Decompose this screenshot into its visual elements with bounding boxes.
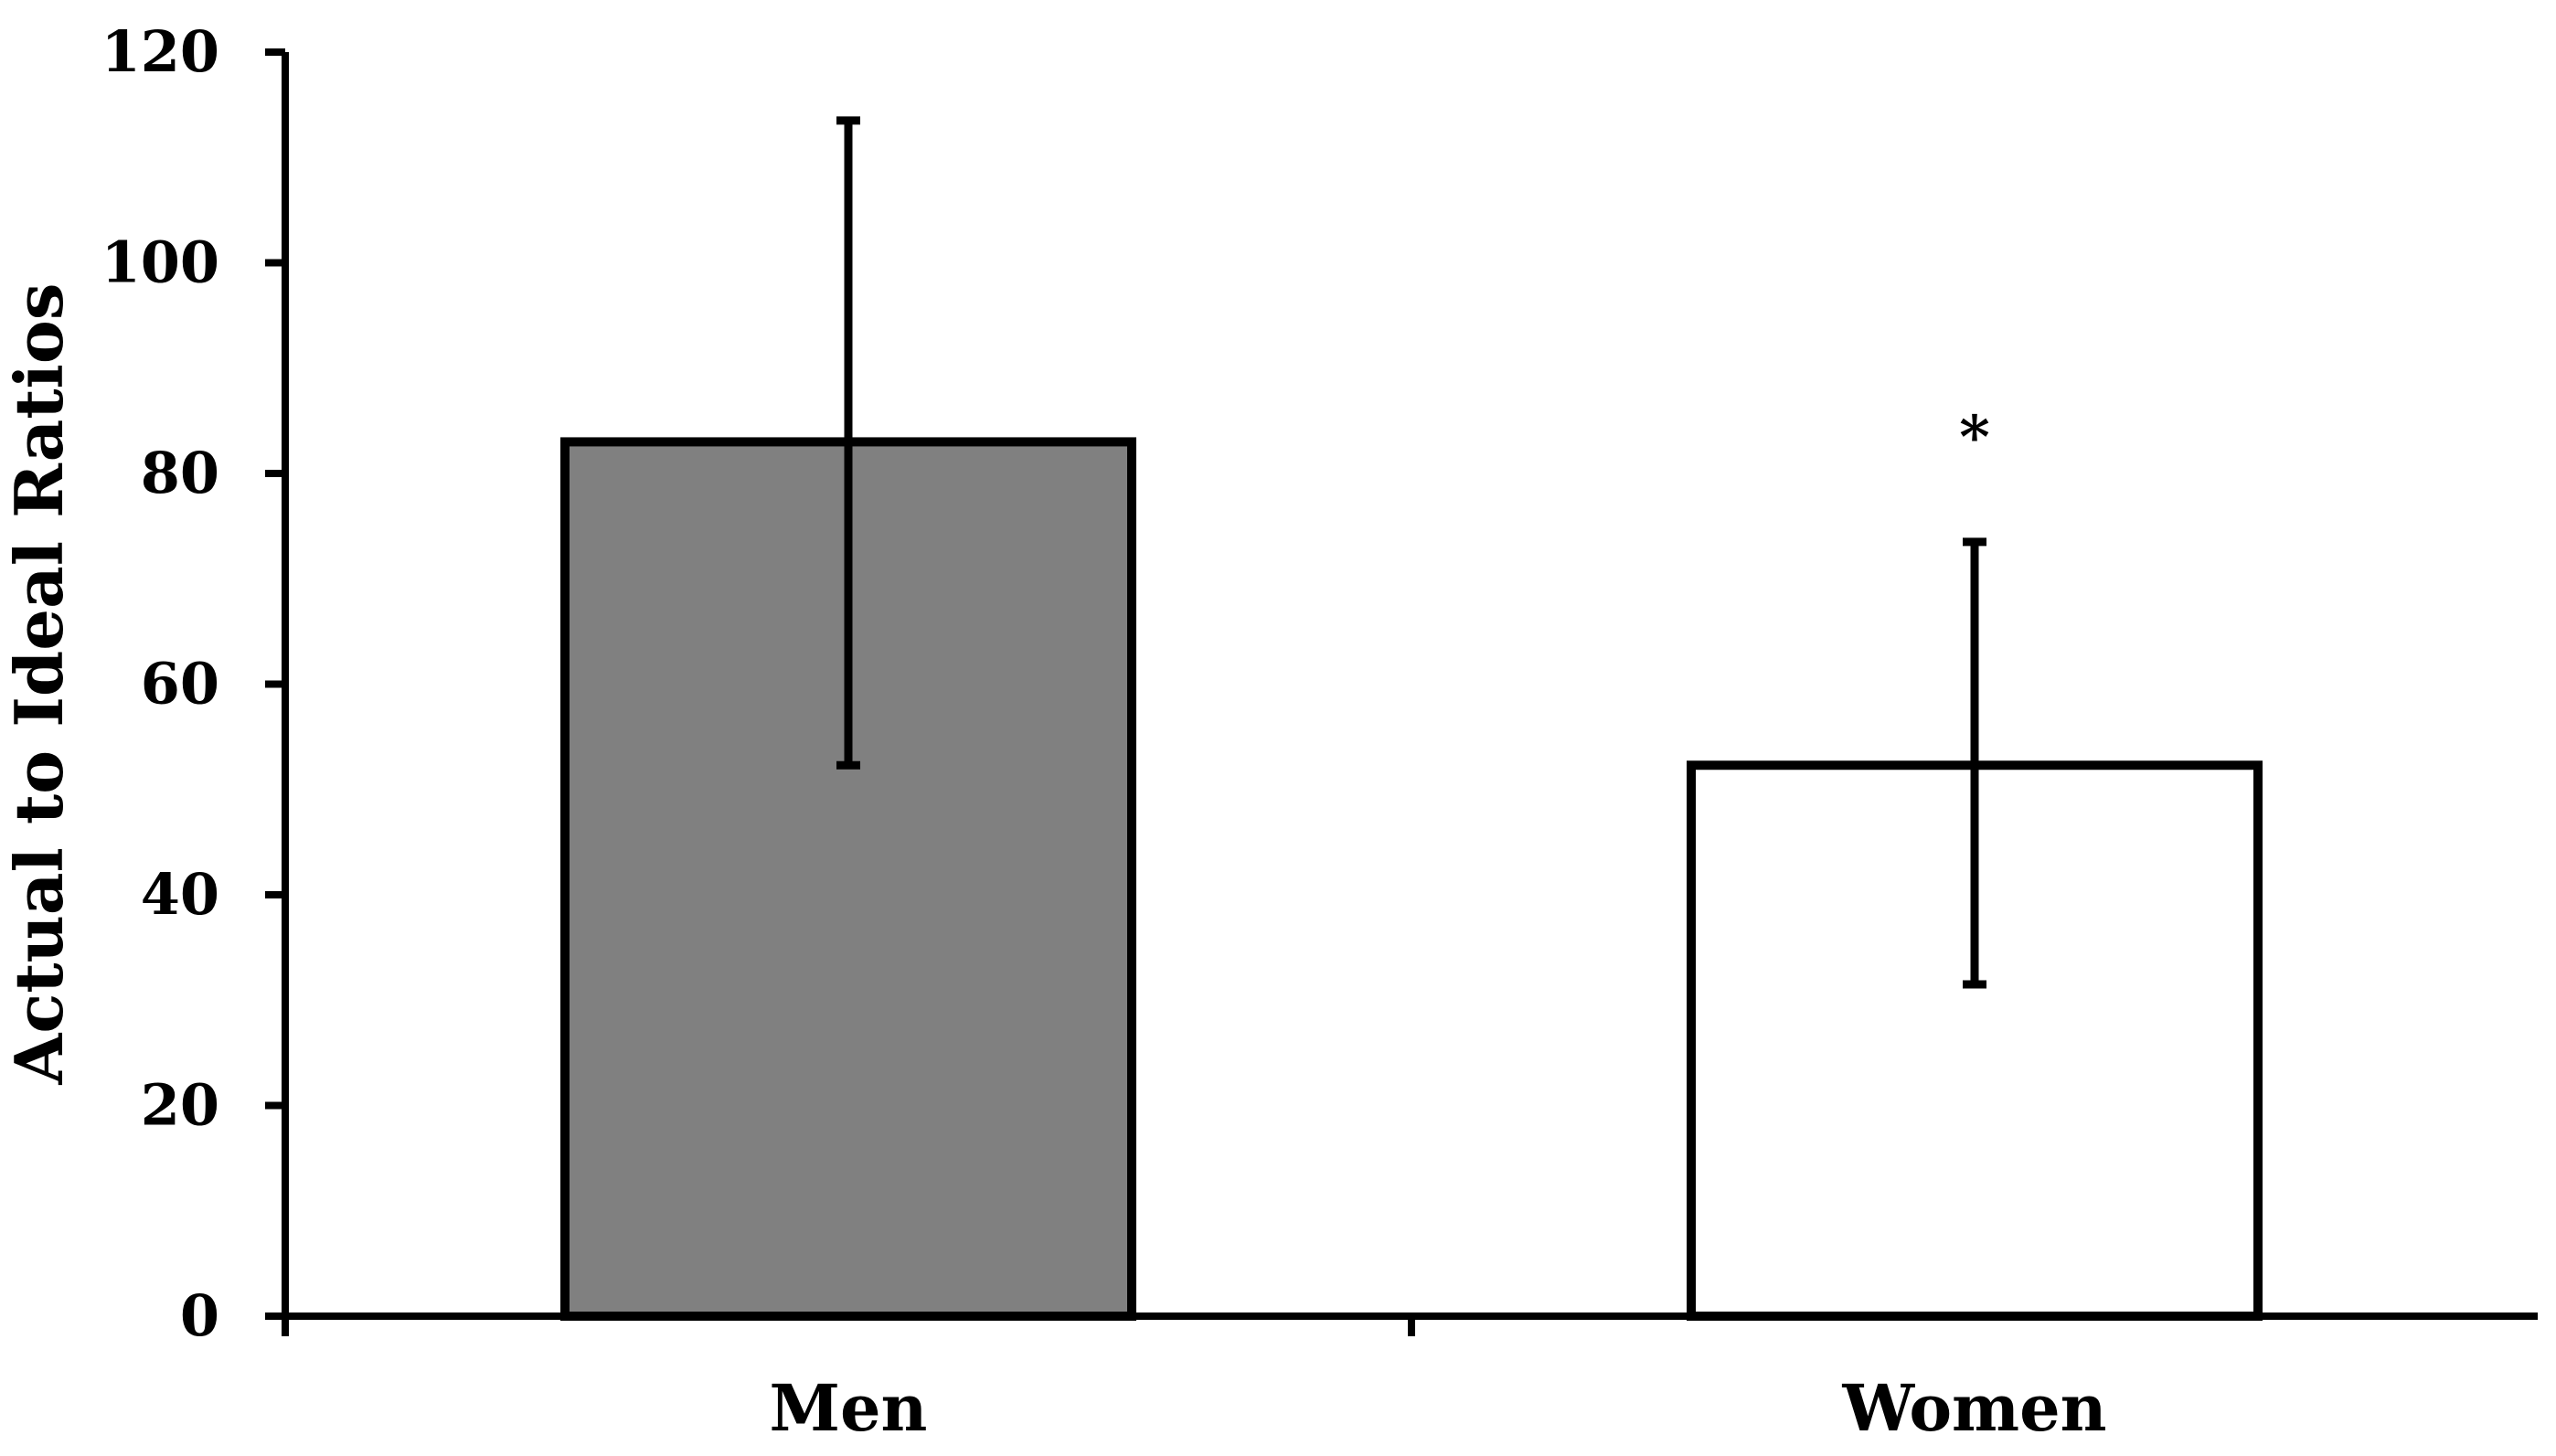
y-tick-label-0: 0: [180, 1282, 219, 1349]
x-tick-label-women: Women: [1841, 1370, 2106, 1446]
y-axis-title: Actual to Ideal Ratios: [0, 283, 78, 1086]
bars-layer: [560, 437, 2263, 1321]
axes-layer: [265, 48, 2538, 1336]
y-tick-label-120: 120: [101, 18, 219, 85]
y-tick-label-60: 60: [141, 651, 219, 717]
x-tick-label-men: Men: [770, 1370, 928, 1446]
y-tick-label-100: 100: [101, 229, 219, 296]
error-bars-layer: [836, 116, 1986, 989]
y-tick-label-20: 20: [141, 1072, 219, 1139]
significance-marker: *: [1959, 403, 1989, 472]
y-tick-label-80: 80: [141, 440, 219, 506]
y-tick-label-40: 40: [141, 861, 219, 928]
labels-layer: Men Women * 0 20 40 60 80 100 120: [101, 18, 2107, 1446]
